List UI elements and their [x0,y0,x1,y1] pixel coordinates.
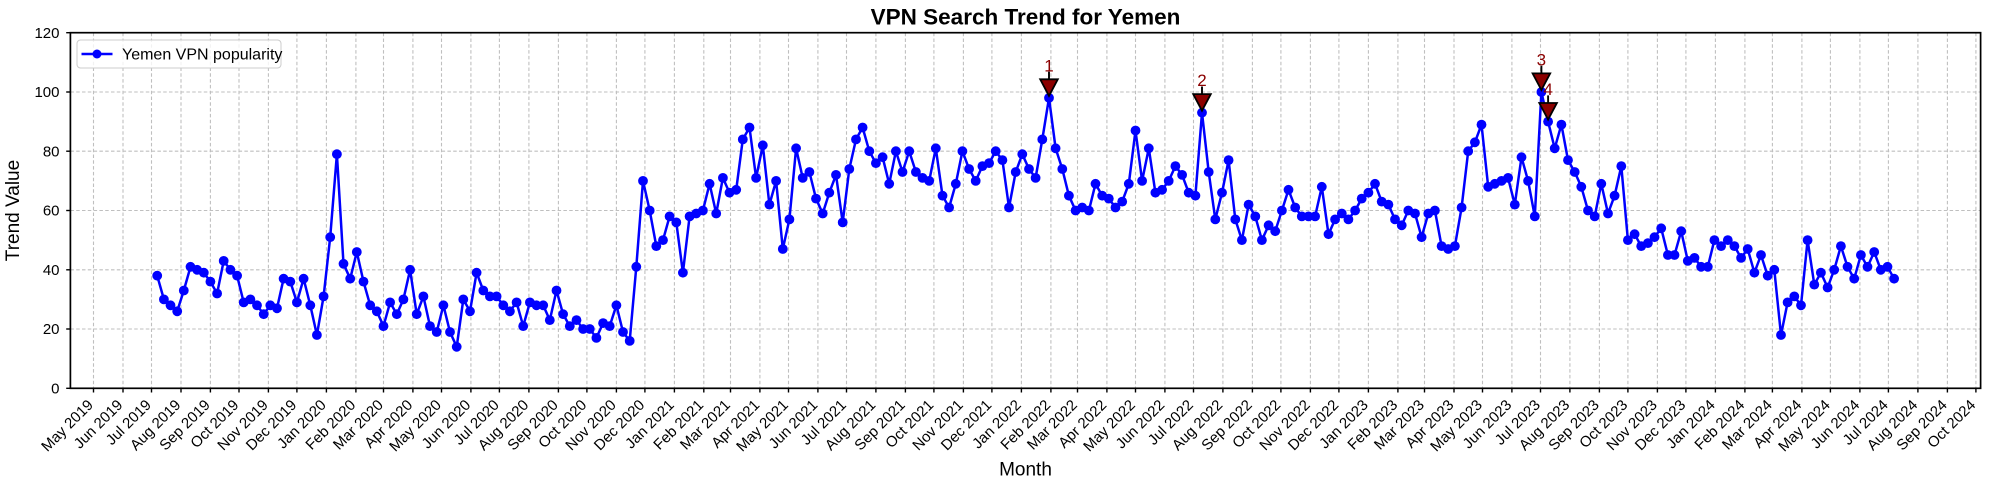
svg-text:100: 100 [34,84,59,101]
svg-text:1: 1 [1044,56,1053,75]
svg-text:VPN Search Trend for Yemen: VPN Search Trend for Yemen [871,5,1181,30]
svg-text:Month: Month [999,460,1052,481]
svg-text:4: 4 [1543,80,1552,99]
svg-text:80: 80 [43,143,60,160]
svg-text:Trend Value: Trend Value [3,160,24,261]
svg-text:40: 40 [43,262,60,279]
svg-text:20: 20 [43,321,60,338]
svg-text:0: 0 [51,381,59,398]
svg-text:2: 2 [1197,71,1206,90]
svg-text:Yemen VPN popularity: Yemen VPN popularity [122,47,282,64]
svg-text:60: 60 [43,203,60,220]
svg-text:120: 120 [34,25,59,42]
svg-text:3: 3 [1537,50,1546,69]
